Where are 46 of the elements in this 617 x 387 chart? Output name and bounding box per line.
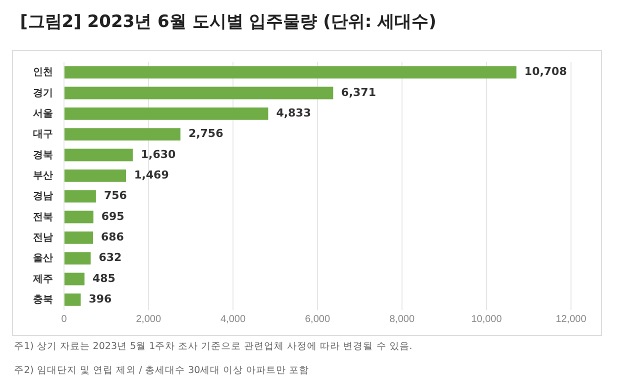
x-tick-label: 12,000 bbox=[556, 314, 587, 325]
y-tick-label: 충북 bbox=[33, 294, 53, 306]
text: 주2) 임대단지 및 연립 제외 / 총세대수 30세대 이상 아파트만 포함 bbox=[14, 364, 310, 377]
data-label: 686 bbox=[100, 230, 124, 244]
text: 주1) 상기 자료는 2023년 5월 1주차 조사 기준으로 관련업체 사정에 따라 변경될 수 있음. bbox=[14, 340, 412, 353]
bar bbox=[64, 293, 81, 306]
bar bbox=[64, 148, 133, 162]
x-tick-label: 2,000 bbox=[136, 314, 162, 325]
y-tick-label: 인천 bbox=[33, 67, 53, 78]
bar bbox=[64, 107, 268, 120]
y-tick-label: 전북 bbox=[33, 212, 53, 223]
data-label: 1,630 bbox=[140, 148, 176, 161]
y-tick-label: 부산 bbox=[33, 170, 53, 182]
bar bbox=[64, 272, 84, 286]
y-tick-label: 서울 bbox=[33, 108, 53, 120]
x-tick-label: 6,000 bbox=[304, 314, 330, 325]
y-tick-label: 전남 bbox=[33, 232, 53, 244]
y-tick-label: 울산 bbox=[33, 253, 53, 264]
data-label: 632 bbox=[98, 251, 122, 264]
data-label: 4,833 bbox=[276, 106, 311, 120]
data-label: 10,708 bbox=[524, 65, 567, 78]
bar bbox=[64, 169, 126, 182]
bar bbox=[64, 128, 180, 141]
bar bbox=[64, 86, 334, 100]
y-tick-label: 대구 bbox=[33, 129, 53, 140]
bar bbox=[64, 66, 516, 79]
x-tick-label: 8,000 bbox=[389, 314, 415, 325]
bar bbox=[64, 252, 91, 265]
bar bbox=[64, 190, 96, 203]
chart-title: [그림2] 2023년 6월 도시별 입주물량 (단위: 세대수) bbox=[20, 11, 436, 33]
y-tick-label: 제주 bbox=[32, 274, 53, 285]
data-label: 6,371 bbox=[341, 86, 376, 99]
data-label: 756 bbox=[104, 189, 128, 202]
data-label: 396 bbox=[88, 292, 112, 306]
bar bbox=[64, 231, 93, 244]
bar bbox=[64, 210, 94, 224]
data-label: 485 bbox=[92, 272, 116, 285]
y-tick-label: 경남 bbox=[33, 191, 53, 202]
x-tick-label: 4,000 bbox=[220, 314, 246, 325]
x-tick-label: 0 bbox=[61, 314, 68, 325]
data-label: 2,756 bbox=[188, 127, 224, 140]
x-tick-label: 10,000 bbox=[471, 314, 502, 325]
y-tick-label: 경북 bbox=[33, 150, 53, 161]
data-label: 1,469 bbox=[134, 168, 169, 182]
y-tick-label: 경기 bbox=[33, 88, 53, 99]
data-label: 695 bbox=[101, 210, 124, 223]
